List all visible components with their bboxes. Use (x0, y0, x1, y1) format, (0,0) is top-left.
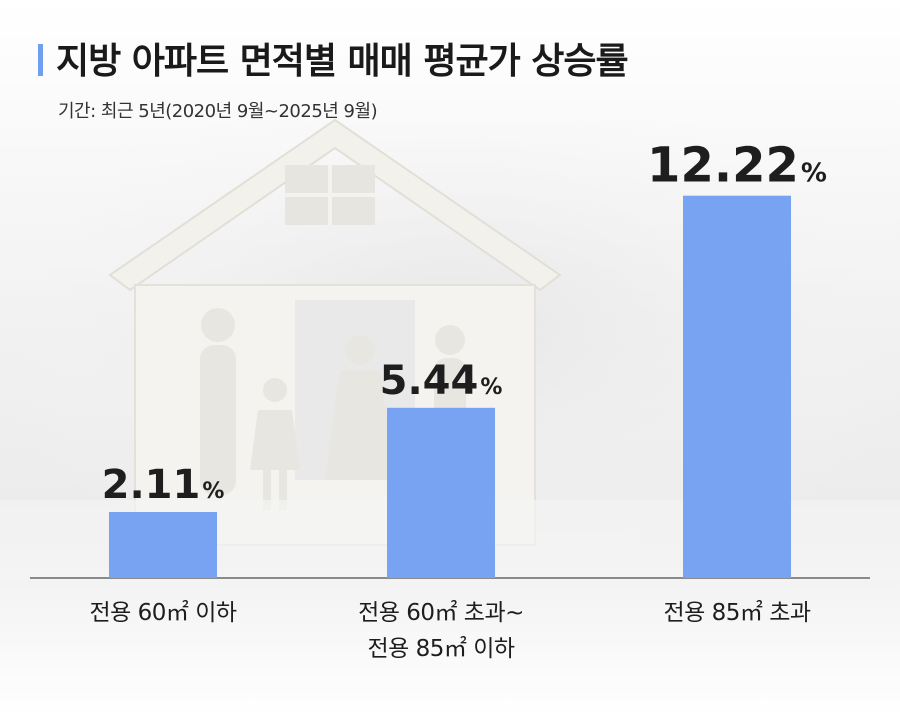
category-label-2: 전용 60㎡ 초과~ 전용 85㎡ 이하 (358, 600, 524, 662)
value-label-1: 2.11% (102, 462, 225, 508)
category-label-1: 전용 60㎡ 이하 (89, 600, 237, 626)
value-label-2: 5.44% (380, 358, 503, 404)
category-label-3: 전용 85㎡ 초과 (663, 600, 811, 626)
bar-2 (387, 407, 495, 578)
title-accent-bar (38, 44, 43, 76)
chart-subtitle: 기간: 최근 5년(2020년 9월~2025년 9월) (58, 101, 378, 122)
bar-1 (109, 511, 217, 578)
chart-title: 지방 아파트 면적별 매매 평균가 상승률 (56, 41, 629, 82)
bar-3 (683, 195, 791, 578)
value-label-3: 12.22% (647, 138, 827, 194)
